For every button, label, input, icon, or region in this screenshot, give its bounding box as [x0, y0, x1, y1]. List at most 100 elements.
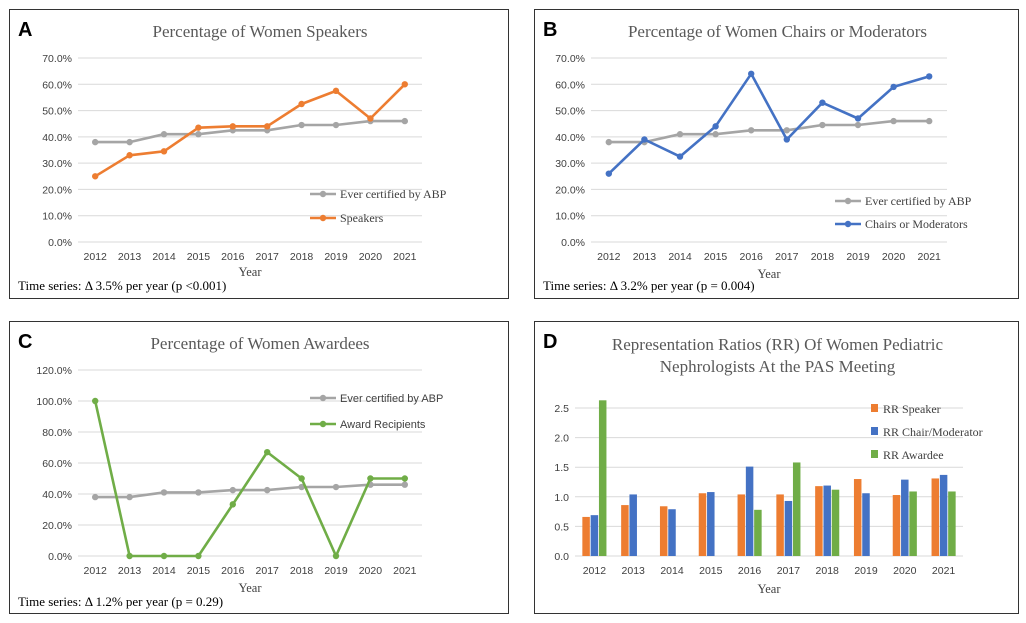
data-point — [195, 124, 202, 131]
y-tick-label: 60.0% — [555, 79, 585, 91]
x-tick-label: 2014 — [152, 565, 176, 577]
data-point — [890, 117, 897, 125]
x-tick-label: 2017 — [775, 251, 799, 263]
x-tick-label: 2014 — [152, 251, 176, 263]
data-point — [605, 170, 612, 177]
data-point — [92, 493, 99, 501]
x-tick-label: 2015 — [699, 565, 723, 577]
chart-title: Percentage of Women Chairs or Moderators — [628, 22, 927, 41]
data-point — [783, 127, 790, 134]
y-tick-label: 1.0 — [554, 492, 569, 504]
data-point — [160, 131, 168, 138]
data-point — [264, 448, 271, 456]
legend-label: Ever certified by ABP — [340, 393, 443, 405]
bar — [909, 491, 917, 556]
data-point — [160, 489, 168, 496]
series-line — [95, 119, 405, 144]
bar — [668, 509, 676, 556]
x-tick-label: 2019 — [846, 251, 870, 263]
x-tick-label: 2016 — [740, 251, 764, 263]
data-point — [298, 475, 305, 482]
x-tick-label: 2016 — [221, 251, 245, 263]
bar — [582, 516, 590, 556]
x-tick-label: 2018 — [290, 565, 314, 577]
x-tick-label: 2012 — [84, 565, 108, 577]
data-point — [126, 138, 133, 146]
time-series-annotation: Time series: Δ 1.2% per year (p = 0.29) — [18, 594, 223, 609]
bar — [939, 474, 948, 556]
y-tick-label: 2.5 — [554, 403, 569, 415]
data-point — [332, 121, 340, 129]
bar — [784, 500, 793, 556]
x-tick-label: 2020 — [359, 251, 383, 263]
x-tick-label: 2013 — [118, 251, 142, 263]
data-point — [605, 138, 612, 146]
data-point — [264, 123, 271, 130]
x-tick-label: 2015 — [187, 251, 211, 263]
data-point — [712, 123, 719, 130]
bar — [737, 494, 746, 556]
data-point — [298, 100, 305, 108]
y-tick-label: 50.0% — [555, 106, 585, 118]
legend-marker — [319, 190, 327, 198]
data-point — [298, 483, 305, 491]
x-tick-label: 2018 — [811, 251, 835, 263]
x-tick-label: 2020 — [882, 251, 906, 263]
y-tick-label: 30.0% — [42, 158, 72, 170]
panel-d: D Representation Ratios (RR) Of Women Ped… — [534, 321, 1019, 614]
data-point — [160, 552, 168, 560]
data-point — [712, 131, 719, 138]
x-tick-label: 2021 — [918, 251, 942, 263]
y-tick-label: 60.0% — [42, 79, 72, 91]
series-line — [94, 83, 406, 178]
chart-title: Representation Ratios (RR) Of Women Pedi… — [612, 335, 944, 354]
x-axis-label: Year — [757, 582, 781, 596]
y-tick-label: 40.0% — [42, 489, 72, 501]
legend-swatch — [871, 450, 878, 458]
bar — [659, 506, 668, 556]
x-tick-label: 2021 — [932, 565, 956, 577]
time-series-annotation: Time series: Δ 3.5% per year (p <0.001) — [18, 278, 226, 293]
data-point — [126, 493, 133, 501]
chart-title: Percentage of Women Awardees — [150, 334, 369, 353]
data-point — [748, 70, 755, 77]
panel-letter: A — [18, 19, 32, 41]
x-tick-label: 2013 — [633, 251, 657, 263]
bar — [590, 515, 599, 556]
series-line — [608, 119, 930, 144]
data-point — [298, 121, 305, 129]
panel-letter: C — [18, 331, 32, 353]
x-axis-label: Year — [238, 265, 262, 279]
data-point — [126, 152, 133, 159]
y-tick-label: 10.0% — [555, 211, 585, 223]
x-tick-label: 2014 — [660, 565, 684, 577]
data-point — [401, 481, 408, 488]
data-point — [819, 99, 826, 106]
data-point — [229, 123, 236, 130]
legend-marker — [319, 420, 327, 428]
bar — [862, 493, 870, 556]
x-tick-label: 2019 — [854, 565, 878, 577]
bar — [823, 485, 831, 556]
data-point — [195, 552, 202, 560]
legend-label: RR Chair/Moderator — [883, 425, 983, 439]
chart-title: Nephrologists At the PAS Meeting — [660, 357, 896, 376]
x-tick-label: 2015 — [187, 565, 211, 577]
bar — [901, 479, 909, 556]
legend-swatch — [871, 404, 878, 412]
x-tick-label: 2020 — [359, 565, 383, 577]
data-point — [92, 173, 99, 180]
data-point — [890, 83, 897, 91]
data-point — [401, 81, 408, 88]
data-point — [401, 475, 408, 482]
data-point — [367, 115, 374, 122]
panel-b: B Percentage of Women Chairs or Moderator… — [534, 9, 1019, 299]
chart-b: B Percentage of Women Chairs or Moderator… — [543, 19, 972, 293]
chart-title: Percentage of Women Speakers — [153, 22, 368, 41]
x-tick-label: 2020 — [893, 565, 917, 577]
chart-c: C Percentage of Women Awardees 0.0% 20.0% 40… — [18, 331, 443, 609]
bar — [776, 494, 784, 556]
y-tick-label: 20.0% — [42, 184, 72, 196]
data-point — [748, 127, 755, 134]
data-point — [854, 121, 862, 129]
